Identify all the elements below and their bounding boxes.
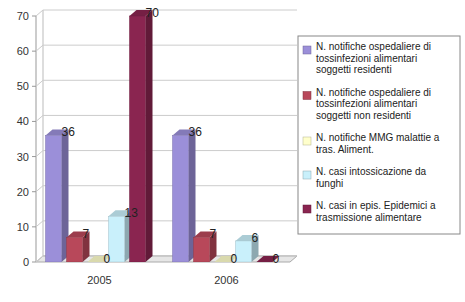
bar-3d <box>46 129 69 262</box>
tick-mark <box>32 262 36 263</box>
legend-line: N. notifiche ospedaliere di <box>316 41 431 52</box>
tick-label: 10 <box>17 221 29 233</box>
tick-mark <box>32 121 36 122</box>
bar-3d <box>173 129 196 262</box>
grid-line <box>36 10 297 16</box>
data-label: 13 <box>125 206 139 220</box>
legend-swatch <box>303 171 311 179</box>
tick-mark <box>32 226 36 227</box>
bar <box>109 216 125 262</box>
grid-line <box>36 80 297 86</box>
legend-label: N. notifiche ospedaliere ditossinfezioni… <box>316 41 431 75</box>
tick-mark <box>32 86 36 87</box>
grid-line <box>36 151 297 157</box>
legend-line: N. casi intossicazione da <box>316 166 426 177</box>
data-label: 7 <box>210 227 217 241</box>
tick-mark <box>32 51 36 52</box>
grid-line <box>36 45 297 51</box>
bar <box>194 237 210 262</box>
legend-line: soggetti residenti <box>316 64 392 75</box>
y-axis <box>36 16 37 262</box>
data-label: 6 <box>252 231 259 245</box>
back-wall <box>43 10 297 256</box>
legend-line: soggetti non residenti <box>316 110 411 121</box>
legend-line: funghi <box>316 178 343 189</box>
bars <box>46 10 280 262</box>
grid-line <box>36 115 297 121</box>
data-label: 7 <box>83 227 90 241</box>
tick-label: 60 <box>17 45 29 57</box>
tick-label: 40 <box>17 115 29 127</box>
legend-line: N. casi in epis. Epidemici a <box>316 200 436 211</box>
legend: N. notifiche ospedaliere ditossinfezioni… <box>298 36 460 234</box>
category-label: 2006 <box>214 274 238 286</box>
tick-label: 0 <box>23 256 29 268</box>
bar <box>236 241 252 262</box>
tick-mark <box>32 16 36 17</box>
legend-swatch <box>303 205 311 213</box>
legend-label: N. notifiche MMG malattie atras. Aliment… <box>316 132 440 155</box>
legend-label: N. casi intossicazione dafunghi <box>316 166 426 189</box>
bar <box>88 262 104 263</box>
legend-line: N. notifiche MMG malattie a <box>316 132 440 143</box>
bar-3d <box>130 10 153 262</box>
grid-line <box>36 221 297 227</box>
legend-label: N. casi in epis. Epidemici atrasmissione… <box>316 200 436 223</box>
tick-label: 70 <box>17 10 29 22</box>
legend-frame <box>298 36 460 234</box>
tick-label: 20 <box>17 186 29 198</box>
bar-side <box>146 10 153 262</box>
category-label: 2005 <box>87 274 111 286</box>
legend-line: tras. Aliment. <box>316 144 374 155</box>
legend-line: tossinfezioni alimentari <box>316 98 417 109</box>
legend-swatch <box>303 137 311 145</box>
grid-line <box>36 186 297 192</box>
legend-line: N. notifiche ospedaliere di <box>316 87 431 98</box>
data-labels: 36701370367060 <box>62 6 280 266</box>
bar <box>46 135 62 262</box>
data-label: 0 <box>104 252 111 266</box>
bar <box>173 135 189 262</box>
data-label: 36 <box>189 125 203 139</box>
legend-line: trasmissione alimentare <box>316 212 422 223</box>
bar <box>130 16 146 262</box>
data-label: 0 <box>231 252 238 266</box>
tick-label: 50 <box>17 80 29 92</box>
tick-mark <box>32 156 36 157</box>
legend-line: tossinfezioni alimentari <box>316 53 417 64</box>
data-label: 70 <box>146 6 160 20</box>
legend-label: N. notifiche ospedaliere ditossinfezioni… <box>316 87 431 121</box>
tick-mark <box>32 191 36 192</box>
bar <box>215 262 231 263</box>
tick-label: 30 <box>17 151 29 163</box>
bar <box>257 262 273 263</box>
legend-swatch <box>303 46 311 54</box>
data-label: 0 <box>273 252 280 266</box>
bar <box>67 237 83 262</box>
data-label: 36 <box>62 125 76 139</box>
legend-swatch <box>303 92 311 100</box>
